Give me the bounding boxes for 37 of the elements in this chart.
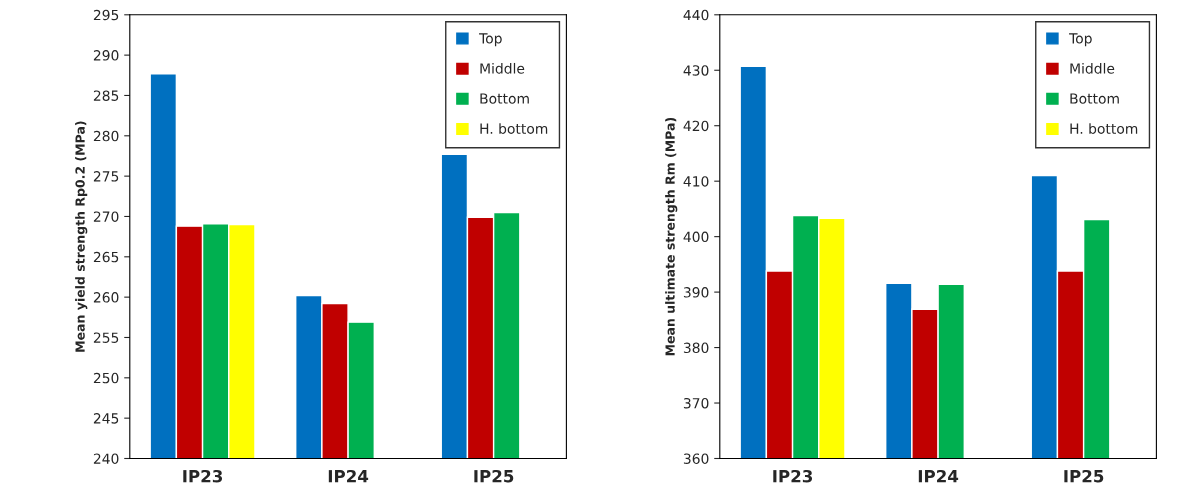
x-tick-label: IP23	[183, 469, 223, 483]
y-tick-label: 390	[683, 287, 709, 298]
x-tick-label: IP25	[474, 469, 514, 483]
legend-label: Bottom	[1070, 93, 1119, 104]
y-tick-label: 420	[683, 120, 709, 132]
legend-label: H. bottom	[1070, 123, 1138, 134]
y-tick-label: 275	[93, 171, 119, 182]
y-tick-label: 285	[93, 90, 119, 101]
y-tick-label: 430	[683, 65, 709, 76]
legend-label: Top	[479, 33, 502, 47]
y-tick-label: 290	[93, 50, 119, 61]
y-axis-title: Mean ultimate strength Rm (MPa)	[665, 117, 678, 356]
x-tick-label: IP25	[1064, 469, 1104, 483]
y-tick-label: 400	[683, 231, 709, 243]
x-tick-label: IP24	[918, 469, 959, 483]
y-tick-label: 295	[93, 9, 119, 21]
y-tick-label: 255	[93, 332, 119, 343]
legend-label: Middle	[1070, 62, 1115, 74]
y-tick-label: 370	[683, 398, 709, 409]
legend-label: H. bottom	[480, 123, 548, 134]
y-tick-label: 410	[683, 176, 709, 187]
y-axis-title: Mean yield strength Rp0.2 (MPa)	[75, 121, 88, 352]
legend-label: Top	[1069, 33, 1092, 47]
y-tick-label: 270	[93, 211, 119, 222]
legend-label: Bottom	[480, 93, 529, 104]
y-tick-label: 260	[93, 292, 119, 303]
y-tick-label: 265	[93, 251, 119, 263]
y-tick-label: 240	[93, 453, 119, 464]
x-tick-label: IP23	[773, 469, 813, 483]
x-tick-label: IP24	[328, 469, 369, 483]
y-tick-label: 250	[93, 372, 119, 384]
y-tick-label: 440	[683, 9, 709, 21]
y-tick-label: 360	[683, 453, 709, 464]
y-tick-label: 280	[93, 130, 119, 142]
y-tick-label: 245	[93, 413, 119, 424]
y-tick-label: 380	[683, 342, 709, 354]
legend-label: Middle	[480, 62, 525, 74]
